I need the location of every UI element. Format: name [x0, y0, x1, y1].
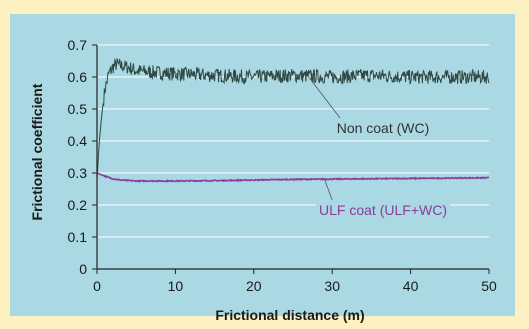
- x-axis-label: Frictional distance (m): [215, 307, 364, 323]
- leader-line-non-coat: [308, 76, 341, 119]
- plot-background: [10, 14, 515, 316]
- y-tick-label: 0.1: [68, 229, 88, 245]
- annotation-bg-ulf-coat: [316, 201, 450, 219]
- leader-line-ulf-coat: [323, 178, 333, 201]
- y-tick-label: 0.2: [68, 197, 88, 213]
- series-line-non-coat: [96, 57, 490, 180]
- axes: [92, 44, 490, 274]
- y-tick-label: 0.4: [68, 133, 88, 149]
- x-tick-label: 20: [246, 278, 262, 294]
- annotation-bg-non-coat: [333, 119, 433, 137]
- tick-labels: 0 0.1 0.2 0.3 0.4 0.5 0.6 0.7 0 10 20 30 40 50: [68, 37, 497, 294]
- x-tick-label: 0: [93, 278, 101, 294]
- grid-lines: [97, 44, 489, 238]
- y-tick-label: 0.5: [68, 101, 88, 117]
- x-tick-label: 30: [324, 278, 340, 294]
- y-axis-label: Frictional coefficient: [29, 83, 45, 220]
- series-line-ulf-coat: [96, 172, 490, 183]
- y-tick-label: 0.3: [68, 165, 88, 181]
- x-tick-label: 10: [168, 278, 184, 294]
- annotation-ulf-coat: ULF coat (ULF+WC): [319, 202, 447, 218]
- y-tick-label: 0: [79, 261, 87, 277]
- y-tick-label: 0.7: [68, 37, 88, 53]
- series-layer: [96, 57, 490, 201]
- annotation-non-coat: Non coat (WC): [337, 120, 430, 136]
- x-tick-label: 50: [481, 278, 497, 294]
- x-tick-label: 40: [403, 278, 419, 294]
- y-tick-label: 0.6: [68, 69, 88, 85]
